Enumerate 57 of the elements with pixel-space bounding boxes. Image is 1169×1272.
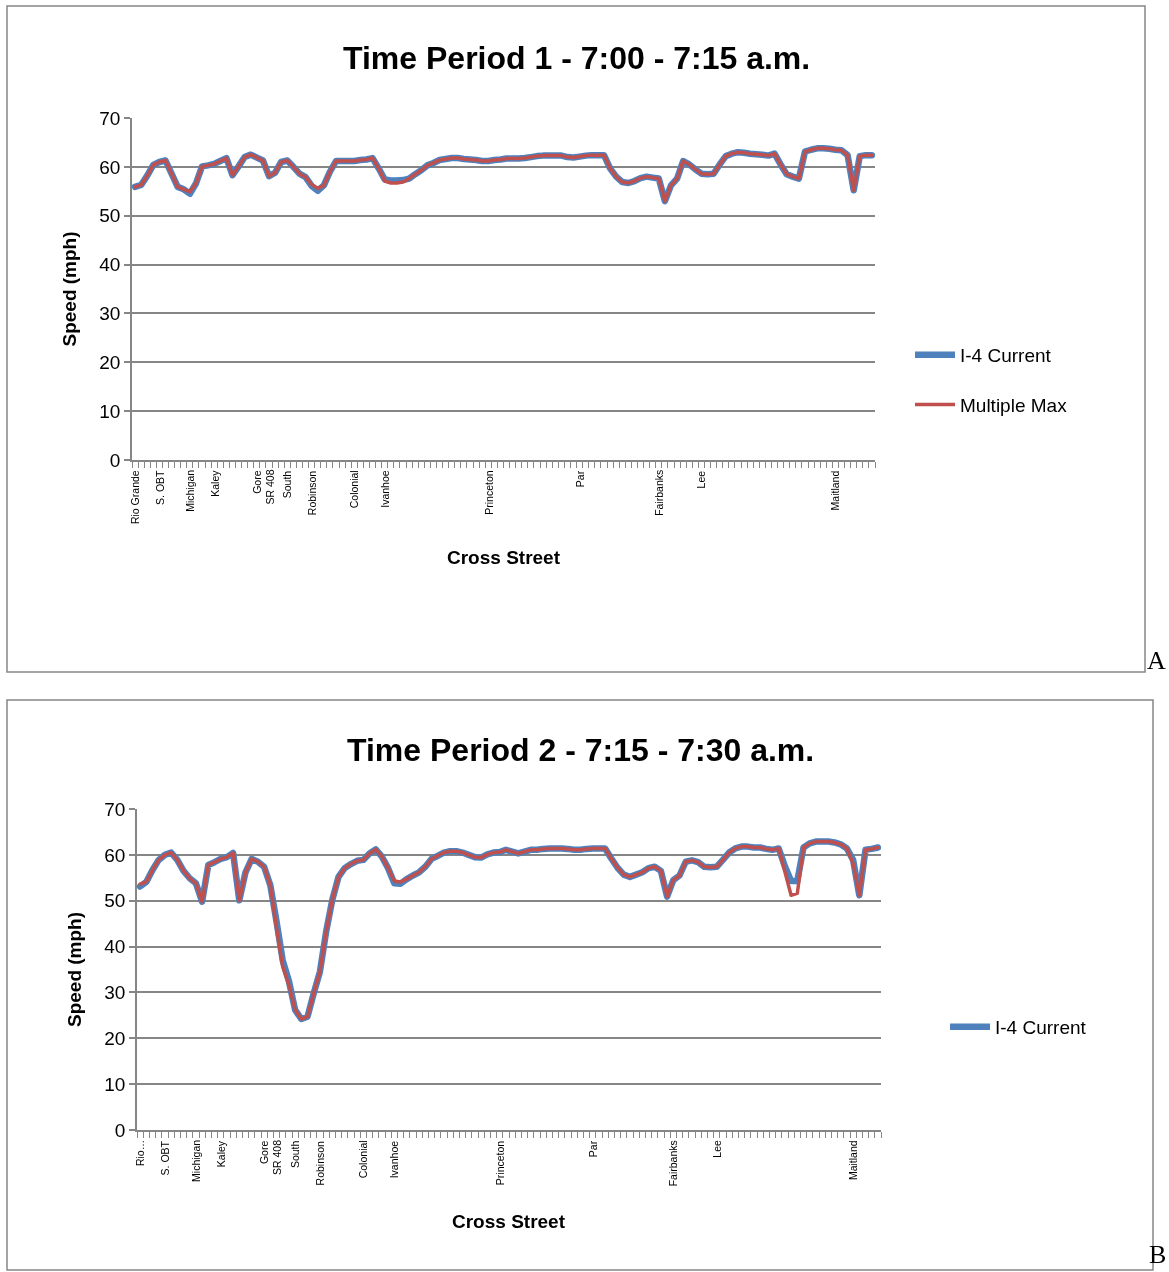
y-tick-label: 70 (99, 107, 121, 129)
x-tick-label: Michigan (183, 469, 196, 512)
chart-title: Time Period 1 - 7:00 - 7:15 a.m. (343, 40, 811, 76)
x-tick-label: South (289, 1140, 302, 1169)
x-tick-label: Lee (695, 470, 708, 489)
y-tick-label: 40 (104, 936, 126, 958)
y-tick-label: 10 (99, 400, 121, 422)
x-tick-label: Par (574, 470, 587, 488)
y-axis-title: Speed (mph) (58, 231, 80, 347)
y-tick-label: 10 (104, 1073, 126, 1095)
x-tick-label: SR 408 (271, 1139, 283, 1175)
x-tick-label: Gore (258, 1140, 271, 1165)
x-tick-label: Michigan (189, 1139, 202, 1182)
y-tick-label: 30 (104, 982, 126, 1004)
x-tick-label: Colonial (348, 470, 361, 509)
x-tick-label: Kaley (208, 469, 221, 497)
y-tick-label: 30 (99, 303, 121, 325)
x-tick-label: Robinson (314, 1140, 327, 1186)
x-tick-label: Gore (250, 470, 263, 494)
y-tick-label: 0 (114, 1119, 126, 1141)
text: B (1149, 1240, 1167, 1269)
y-tick-label: 0 (109, 449, 121, 471)
y-tick-label: 60 (104, 844, 126, 866)
x-tick-label: South (281, 470, 294, 499)
legend-label: I-4 Current (995, 1017, 1087, 1039)
x-tick-label: Robinson (306, 470, 319, 516)
x-tick-label: Fairbanks (667, 1140, 680, 1187)
y-axis-title: Speed (mph) (63, 911, 85, 1028)
x-tick-label: Fairbanks (652, 469, 665, 516)
y-tick-label: 20 (104, 1027, 126, 1049)
x-axis-title: Cross Street (447, 547, 561, 568)
y-tick-label: 60 (99, 156, 121, 178)
x-tick-label: Lee (710, 1140, 723, 1158)
y-tick-label: 70 (104, 798, 126, 820)
x-tick-label: Ivanhoe (388, 1140, 401, 1179)
x-tick-label: Rio Grande (129, 470, 142, 525)
x-tick-label: S. OBT (159, 1140, 172, 1176)
x-tick-label: Kaley (215, 1140, 228, 1168)
chart-title: Time Period 2 - 7:15 - 7:30 a.m. (347, 732, 815, 768)
text: A (1147, 646, 1166, 675)
x-tick-label: Princeton (482, 470, 495, 515)
y-tick-label: 20 (99, 351, 121, 373)
x-tick-label: S. OBT (153, 469, 166, 505)
legend-label: Multiple Max (960, 394, 1068, 416)
x-tick-label: SR 408 (263, 469, 276, 505)
x-tick-label: Princeton (494, 1140, 507, 1186)
y-tick-label: 40 (99, 254, 121, 276)
x-tick-label: Maitland (829, 470, 842, 511)
x-tick-label: Colonial (357, 1140, 370, 1179)
x-tick-label: Maitland (847, 1140, 860, 1181)
y-tick-label: 50 (99, 205, 121, 227)
x-tick-label: Par (587, 1140, 600, 1158)
x-tick-label: Ivanhoe (378, 470, 391, 508)
y-tick-label: 50 (104, 890, 126, 912)
legend-label: I-4 Current (960, 345, 1052, 367)
x-axis-title: Cross Street (452, 1211, 566, 1232)
x-tick-label: Rio… (134, 1139, 147, 1167)
